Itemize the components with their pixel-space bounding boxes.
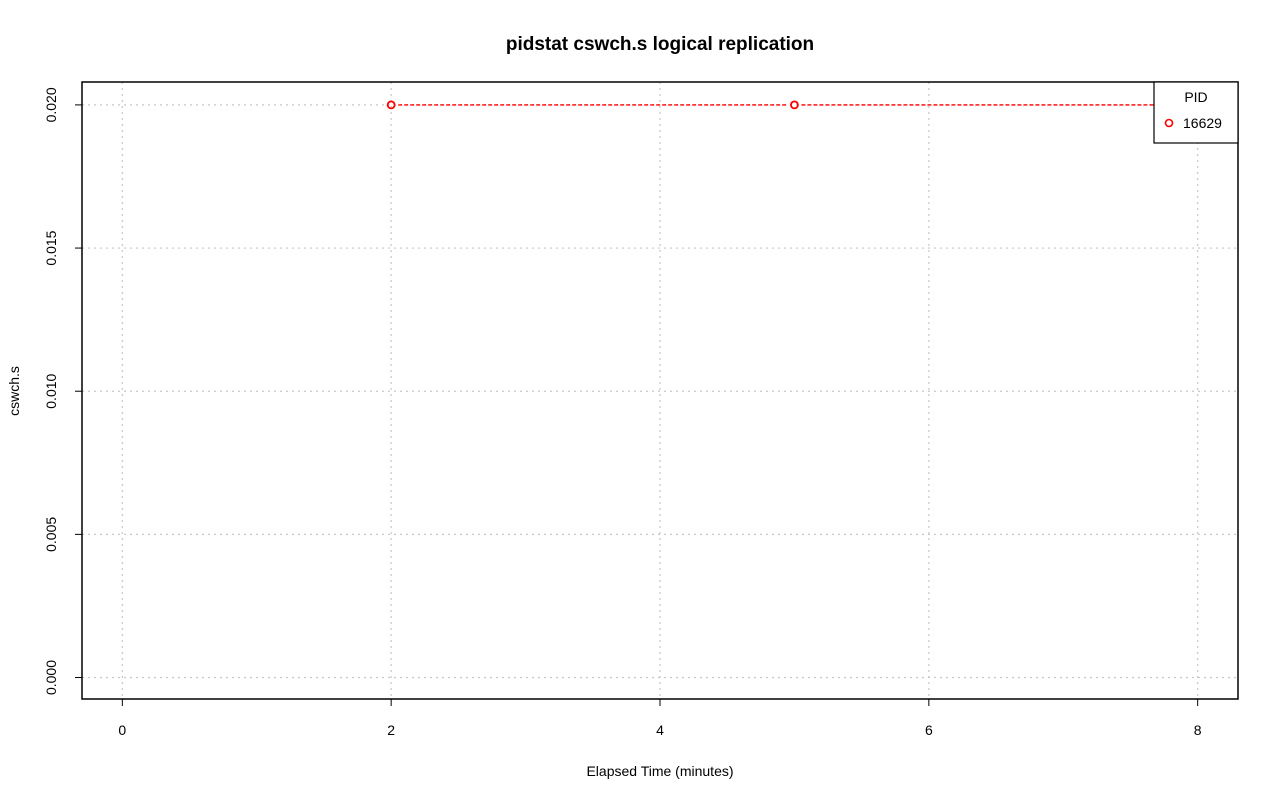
y-axis-label: cswch.s [6, 366, 22, 416]
grid-layer [82, 82, 1238, 699]
plot-frame [81, 81, 1239, 700]
x-tick-label: 6 [925, 722, 933, 738]
y-tick-label: 0.005 [43, 517, 59, 552]
y-tick-label: 0.015 [43, 230, 59, 265]
x-tick-label: 8 [1194, 722, 1202, 738]
data-point [386, 100, 396, 110]
legend: PID 16629 [1153, 81, 1239, 144]
data-point [790, 100, 799, 110]
x-axis-label: Elapsed Time (minutes) [586, 763, 733, 779]
y-tick-label: 0.020 [43, 87, 59, 122]
x-tick-label: 2 [387, 722, 395, 738]
series-layer [386, 100, 1203, 110]
legend-label-16629: 16629 [1183, 115, 1222, 131]
legend-title: PID [1184, 89, 1207, 105]
chart-title: pidstat cswch.s logical replication [506, 34, 814, 55]
x-tick-label: 4 [656, 722, 664, 738]
y-tick-label: 0.010 [43, 373, 59, 408]
x-tick-label: 0 [118, 722, 126, 738]
y-tick-label: 0.000 [43, 660, 59, 695]
x-axis: 0 2 4 6 8 [118, 699, 1202, 738]
legend-box [1153, 81, 1239, 144]
y-axis: 0.000 0.005 0.010 0.015 0.020 [43, 87, 82, 695]
legend-marker-16629 [1164, 118, 1174, 128]
series-16629 [386, 100, 1203, 110]
